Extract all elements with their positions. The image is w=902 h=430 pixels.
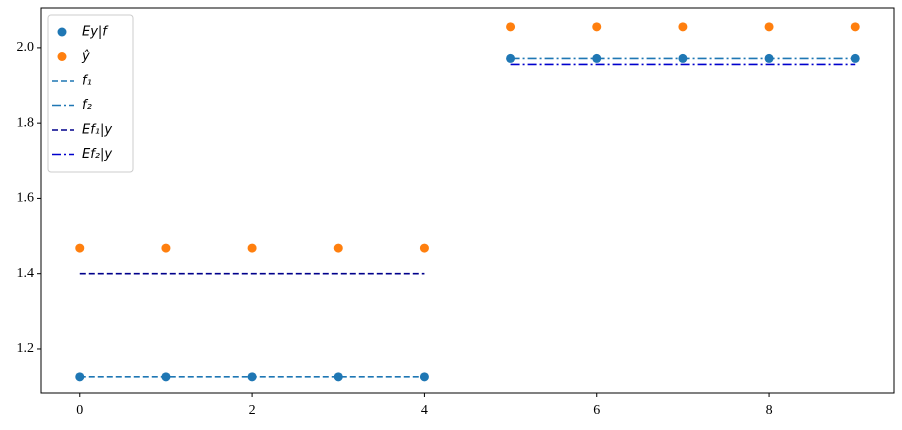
y-tick-label: 1.2 bbox=[17, 341, 35, 356]
x-tick-label: 2 bbox=[249, 403, 256, 418]
legend-box bbox=[47, 14, 134, 173]
x-tick-label: 0 bbox=[76, 403, 83, 418]
y-tick-label: 2.0 bbox=[17, 40, 35, 55]
legend-marker bbox=[57, 52, 67, 61]
legend-label: Ef₁|y bbox=[82, 123, 112, 138]
y-tick-label: 1.4 bbox=[17, 266, 35, 281]
legend-label: Ef₂|y bbox=[82, 147, 112, 162]
point bbox=[592, 22, 602, 32]
plot-frame bbox=[40, 7, 895, 394]
x-tick-label: 4 bbox=[421, 403, 428, 418]
x-tick-label: 6 bbox=[593, 403, 600, 418]
legend-label: Ey|f bbox=[82, 25, 109, 40]
legend: Ey|f ŷ f₁ f₂ Ef₁|y Ef₂|y bbox=[47, 14, 134, 173]
point bbox=[333, 243, 343, 253]
legend-marker bbox=[57, 27, 67, 37]
point bbox=[764, 22, 774, 32]
x-tick-label: 8 bbox=[766, 403, 773, 418]
point bbox=[850, 22, 860, 32]
point bbox=[161, 243, 171, 253]
legend-label: f₂ bbox=[82, 98, 92, 113]
point bbox=[506, 22, 516, 32]
point bbox=[75, 243, 85, 253]
point bbox=[678, 22, 688, 32]
point bbox=[419, 243, 429, 253]
point bbox=[247, 243, 257, 253]
legend-label: f₁ bbox=[82, 74, 92, 89]
legend-label: ŷ bbox=[81, 49, 90, 64]
y-tick-label: 1.6 bbox=[17, 191, 35, 206]
point bbox=[333, 372, 343, 382]
y-tick-label: 1.8 bbox=[17, 115, 35, 130]
